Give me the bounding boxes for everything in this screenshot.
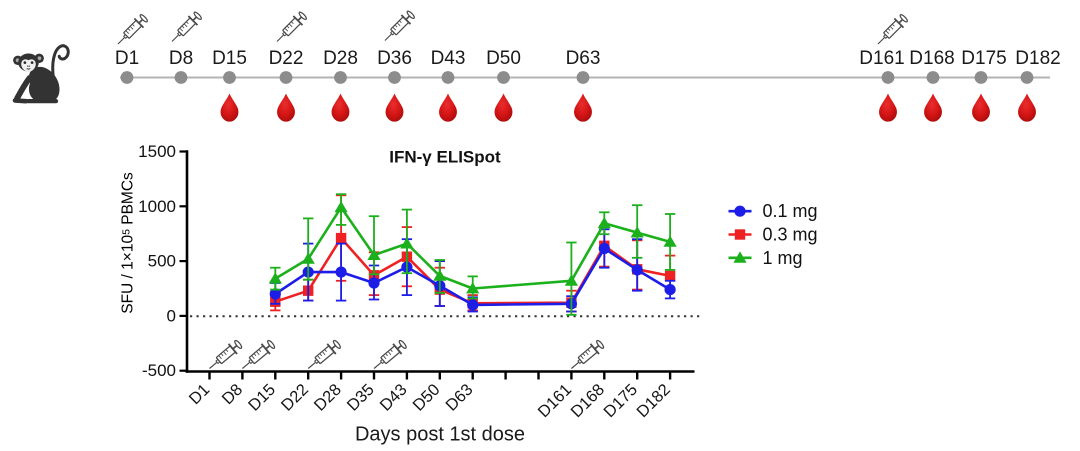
svg-text:D168: D168 xyxy=(909,48,954,69)
svg-text:D43: D43 xyxy=(431,48,466,69)
svg-text:1500: 1500 xyxy=(138,142,176,161)
svg-text:Days post 1st dose: Days post 1st dose xyxy=(355,424,525,446)
svg-text:D43: D43 xyxy=(377,381,411,415)
svg-text:IFN-γ ELISpot: IFN-γ ELISpot xyxy=(389,148,501,167)
svg-text:D182: D182 xyxy=(1015,48,1060,69)
svg-text:D63: D63 xyxy=(442,381,476,415)
svg-text:D22: D22 xyxy=(269,48,304,69)
svg-text:D161: D161 xyxy=(859,48,904,69)
svg-text:D175: D175 xyxy=(600,381,641,422)
svg-text:D1: D1 xyxy=(115,48,139,69)
svg-text:D22: D22 xyxy=(278,381,312,415)
svg-text:D35: D35 xyxy=(344,381,378,415)
svg-text:D8: D8 xyxy=(219,381,247,409)
svg-text:D36: D36 xyxy=(377,48,412,69)
svg-text:1000: 1000 xyxy=(138,197,176,216)
svg-text:500: 500 xyxy=(148,252,176,271)
svg-text:D182: D182 xyxy=(633,381,674,422)
svg-text:D50: D50 xyxy=(486,48,521,69)
svg-text:D28: D28 xyxy=(323,48,358,69)
svg-text:D15: D15 xyxy=(212,48,247,69)
svg-text:0: 0 xyxy=(167,306,176,325)
svg-text:D161: D161 xyxy=(535,381,576,422)
svg-text:D175: D175 xyxy=(961,48,1006,69)
svg-text:0.1 mg: 0.1 mg xyxy=(763,201,818,221)
svg-text:D28: D28 xyxy=(311,381,345,415)
svg-text:D50: D50 xyxy=(409,381,443,415)
svg-text:D15: D15 xyxy=(245,381,279,415)
svg-text:0.3 mg: 0.3 mg xyxy=(763,225,818,245)
svg-text:D8: D8 xyxy=(169,48,193,69)
svg-text:1 mg: 1 mg xyxy=(763,248,803,268)
svg-text:-500: -500 xyxy=(142,361,176,380)
svg-text:D63: D63 xyxy=(566,48,601,69)
svg-text:SFU / 1×105 PBMCs: SFU / 1×105 PBMCs xyxy=(120,172,137,314)
svg-text:D168: D168 xyxy=(568,381,609,422)
svg-text:D1: D1 xyxy=(186,381,214,409)
